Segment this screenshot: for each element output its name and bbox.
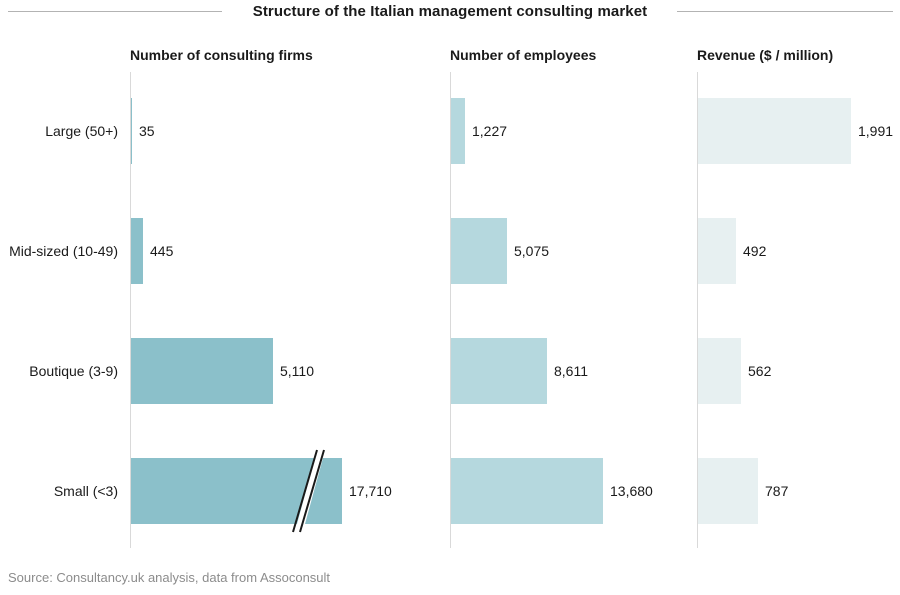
value-label: 5,110 [280,363,314,379]
category-label: Small (<3) [53,483,118,499]
bar [131,458,342,524]
y-axis-line [697,72,698,548]
y-axis-line [450,72,451,548]
source-note: Source: Consultancy.uk analysis, data fr… [8,570,331,585]
value-label: 17,710 [349,483,392,499]
category-label: Boutique (3-9) [29,363,118,379]
panel-header: Number of employees [450,47,597,63]
bar [131,218,143,284]
category-label: Mid-sized (10-49) [9,243,118,259]
panel-header: Revenue ($ / million) [697,47,834,63]
bar [451,458,603,524]
title-rule-right [677,11,893,12]
value-label: 445 [150,243,174,259]
value-label: 562 [748,363,772,379]
value-label: 787 [765,483,789,499]
bar [698,98,851,164]
title-rule-left [8,11,222,12]
chart-title: Structure of the Italian management cons… [252,3,648,20]
value-label: 35 [139,123,155,139]
bar [698,218,736,284]
value-label: 5,075 [514,243,550,259]
bar [451,338,547,404]
category-label: Large (50+) [45,123,118,139]
bar [698,338,741,404]
bar [451,98,465,164]
bar [131,98,132,164]
value-label: 1,227 [472,123,508,139]
bar [131,338,273,404]
panel-header: Number of consulting firms [130,47,313,63]
value-label: 492 [743,243,767,259]
bar [451,218,507,284]
value-label: 8,611 [554,363,588,379]
value-label: 1,991 [858,123,894,139]
y-axis-line [130,72,131,548]
bar [698,458,758,524]
value-label: 13,680 [610,483,653,499]
